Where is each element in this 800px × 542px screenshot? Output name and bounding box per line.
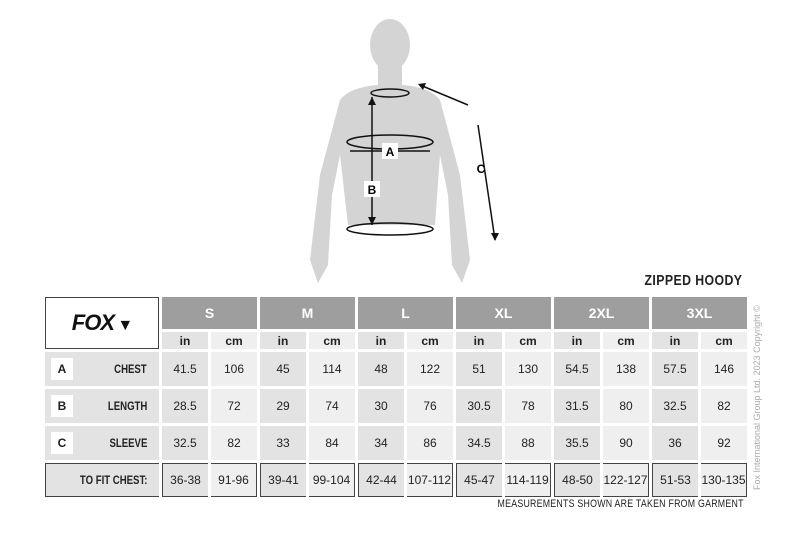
value-cell: 84 [309, 426, 355, 460]
row-letter: B [51, 395, 73, 417]
unit-header-in: in [162, 332, 208, 349]
unit-header-in: in [652, 332, 698, 349]
table-row: C SLEEVE 32.5 82 33 84 34 86 34.5 88 35.5 90 36 92 [45, 426, 747, 460]
value-cell: 82 [701, 389, 747, 423]
product-title: ZIPPED HOODY [644, 272, 742, 289]
value-cell: 57.5 [652, 352, 698, 386]
value-cell: 30.5 [456, 389, 502, 423]
value-cell: 146 [701, 352, 747, 386]
size-header: 2XL [554, 297, 649, 329]
sleeve-arrow-lower [477, 124, 496, 241]
fit-value-cell: 36-38 [162, 463, 208, 497]
fit-value-cell: 39-41 [260, 463, 306, 497]
measurement-note: MEASUREMENTS SHOWN ARE TAKEN FROM GARMEN… [497, 498, 744, 510]
value-cell: 138 [603, 352, 649, 386]
row-name: SLEEVE [109, 436, 147, 450]
value-cell: 34.5 [456, 426, 502, 460]
value-cell: 122 [407, 352, 453, 386]
value-cell: 30 [358, 389, 404, 423]
unit-header-in: in [358, 332, 404, 349]
value-cell: 33 [260, 426, 306, 460]
unit-header-cm: cm [701, 332, 747, 349]
fit-value-cell: 130-135 [701, 463, 747, 497]
fit-value-cell: 42-44 [358, 463, 404, 497]
row-letter: C [51, 432, 73, 454]
sleeve-arrow-upper [419, 84, 469, 106]
body-silhouette [310, 19, 470, 283]
value-cell: 36 [652, 426, 698, 460]
row-label: B LENGTH [45, 389, 159, 423]
unit-header-cm: cm [309, 332, 355, 349]
unit-header-cm: cm [603, 332, 649, 349]
table-row: B LENGTH 28.5 72 29 74 30 76 30.5 78 31.5 80 32.5 82 [45, 389, 747, 423]
value-cell: 88 [505, 426, 551, 460]
fit-value-cell: 107-112 [407, 463, 453, 497]
row-letter: A [51, 358, 73, 380]
value-cell: 82 [211, 426, 257, 460]
row-name: CHEST [114, 362, 147, 376]
fit-value-cell: 45-47 [456, 463, 502, 497]
fit-chest-row: TO FIT CHEST: 36-38 91-96 39-41 99-104 42-44 1… [45, 463, 747, 497]
label-c: C [477, 162, 486, 176]
value-cell: 86 [407, 426, 453, 460]
unit-header-cm: cm [505, 332, 551, 349]
value-cell: 28.5 [162, 389, 208, 423]
size-header: 3XL [652, 297, 747, 329]
unit-header-in: in [456, 332, 502, 349]
value-cell: 72 [211, 389, 257, 423]
body-measurement-figure: A B C [310, 19, 499, 283]
unit-header-cm: cm [211, 332, 257, 349]
value-cell: 34 [358, 426, 404, 460]
value-cell: 106 [211, 352, 257, 386]
fit-value-cell: 99-104 [309, 463, 355, 497]
fit-label: TO FIT CHEST: [45, 463, 159, 497]
value-cell: 80 [603, 389, 649, 423]
neck-measure-line [370, 88, 410, 98]
value-cell: 54.5 [554, 352, 600, 386]
value-cell: 29 [260, 389, 306, 423]
size-header: S [162, 297, 257, 329]
unit-header-in: in [260, 332, 306, 349]
value-cell: 32.5 [162, 426, 208, 460]
fit-value-cell: 122-127 [603, 463, 649, 497]
fox-logo: FOX ▼ [45, 297, 159, 349]
value-cell: 35.5 [554, 426, 600, 460]
label-a: A [386, 145, 395, 159]
row-label: A CHEST [45, 352, 159, 386]
value-cell: 92 [701, 426, 747, 460]
label-b: B [368, 183, 377, 197]
size-table: FOX ▼ S M L XL 2XL 3XL in cm in cm in cm in cm i… [42, 294, 750, 500]
copyright: Fox International Group Ltd. 2023 Copyri… [752, 305, 762, 490]
value-cell: 51 [456, 352, 502, 386]
fit-value-cell: 48-50 [554, 463, 600, 497]
value-cell: 32.5 [652, 389, 698, 423]
value-cell: 90 [603, 426, 649, 460]
fit-value-cell: 91-96 [211, 463, 257, 497]
fit-value-cell: 114-119 [505, 463, 551, 497]
hem-measure-line [346, 222, 434, 236]
value-cell: 130 [505, 352, 551, 386]
row-name: LENGTH [107, 399, 147, 413]
value-cell: 78 [505, 389, 551, 423]
value-cell: 41.5 [162, 352, 208, 386]
value-cell: 45 [260, 352, 306, 386]
row-label: C SLEEVE [45, 426, 159, 460]
size-header: M [260, 297, 355, 329]
value-cell: 74 [309, 389, 355, 423]
fit-value-cell: 51-53 [652, 463, 698, 497]
table-row: A CHEST 41.5 106 45 114 48 122 51 130 54.5 138 57.5 1… [45, 352, 747, 386]
unit-header-cm: cm [407, 332, 453, 349]
size-header: L [358, 297, 453, 329]
value-cell: 48 [358, 352, 404, 386]
value-cell: 76 [407, 389, 453, 423]
value-cell: 114 [309, 352, 355, 386]
size-header: XL [456, 297, 551, 329]
value-cell: 31.5 [554, 389, 600, 423]
unit-header-in: in [554, 332, 600, 349]
